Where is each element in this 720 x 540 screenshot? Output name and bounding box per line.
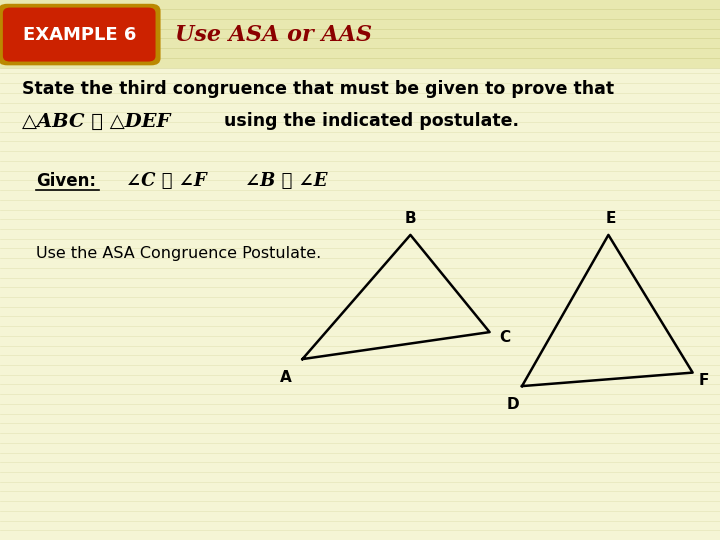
- Text: using the indicated postulate.: using the indicated postulate.: [212, 112, 519, 131]
- Text: C: C: [500, 330, 510, 345]
- Text: ∠C ≅ ∠F: ∠C ≅ ∠F: [126, 172, 207, 190]
- Text: D: D: [506, 397, 519, 412]
- Text: E: E: [606, 211, 616, 226]
- Text: Use the ASA Congruence Postulate.: Use the ASA Congruence Postulate.: [36, 246, 321, 261]
- Text: B: B: [405, 211, 416, 226]
- Text: State the third congruence that must be given to prove that: State the third congruence that must be …: [22, 80, 613, 98]
- FancyBboxPatch shape: [0, 4, 161, 65]
- Text: Given:: Given:: [36, 172, 96, 190]
- Text: A: A: [280, 370, 292, 385]
- Text: ∠B ≅ ∠E: ∠B ≅ ∠E: [245, 172, 328, 190]
- Text: △ABC ≅ △DEF: △ABC ≅ △DEF: [22, 112, 170, 131]
- FancyBboxPatch shape: [0, 0, 720, 68]
- Text: Use ASA or AAS: Use ASA or AAS: [175, 24, 372, 45]
- Text: F: F: [698, 373, 708, 388]
- Text: EXAMPLE 6: EXAMPLE 6: [22, 25, 136, 44]
- FancyBboxPatch shape: [3, 8, 156, 62]
